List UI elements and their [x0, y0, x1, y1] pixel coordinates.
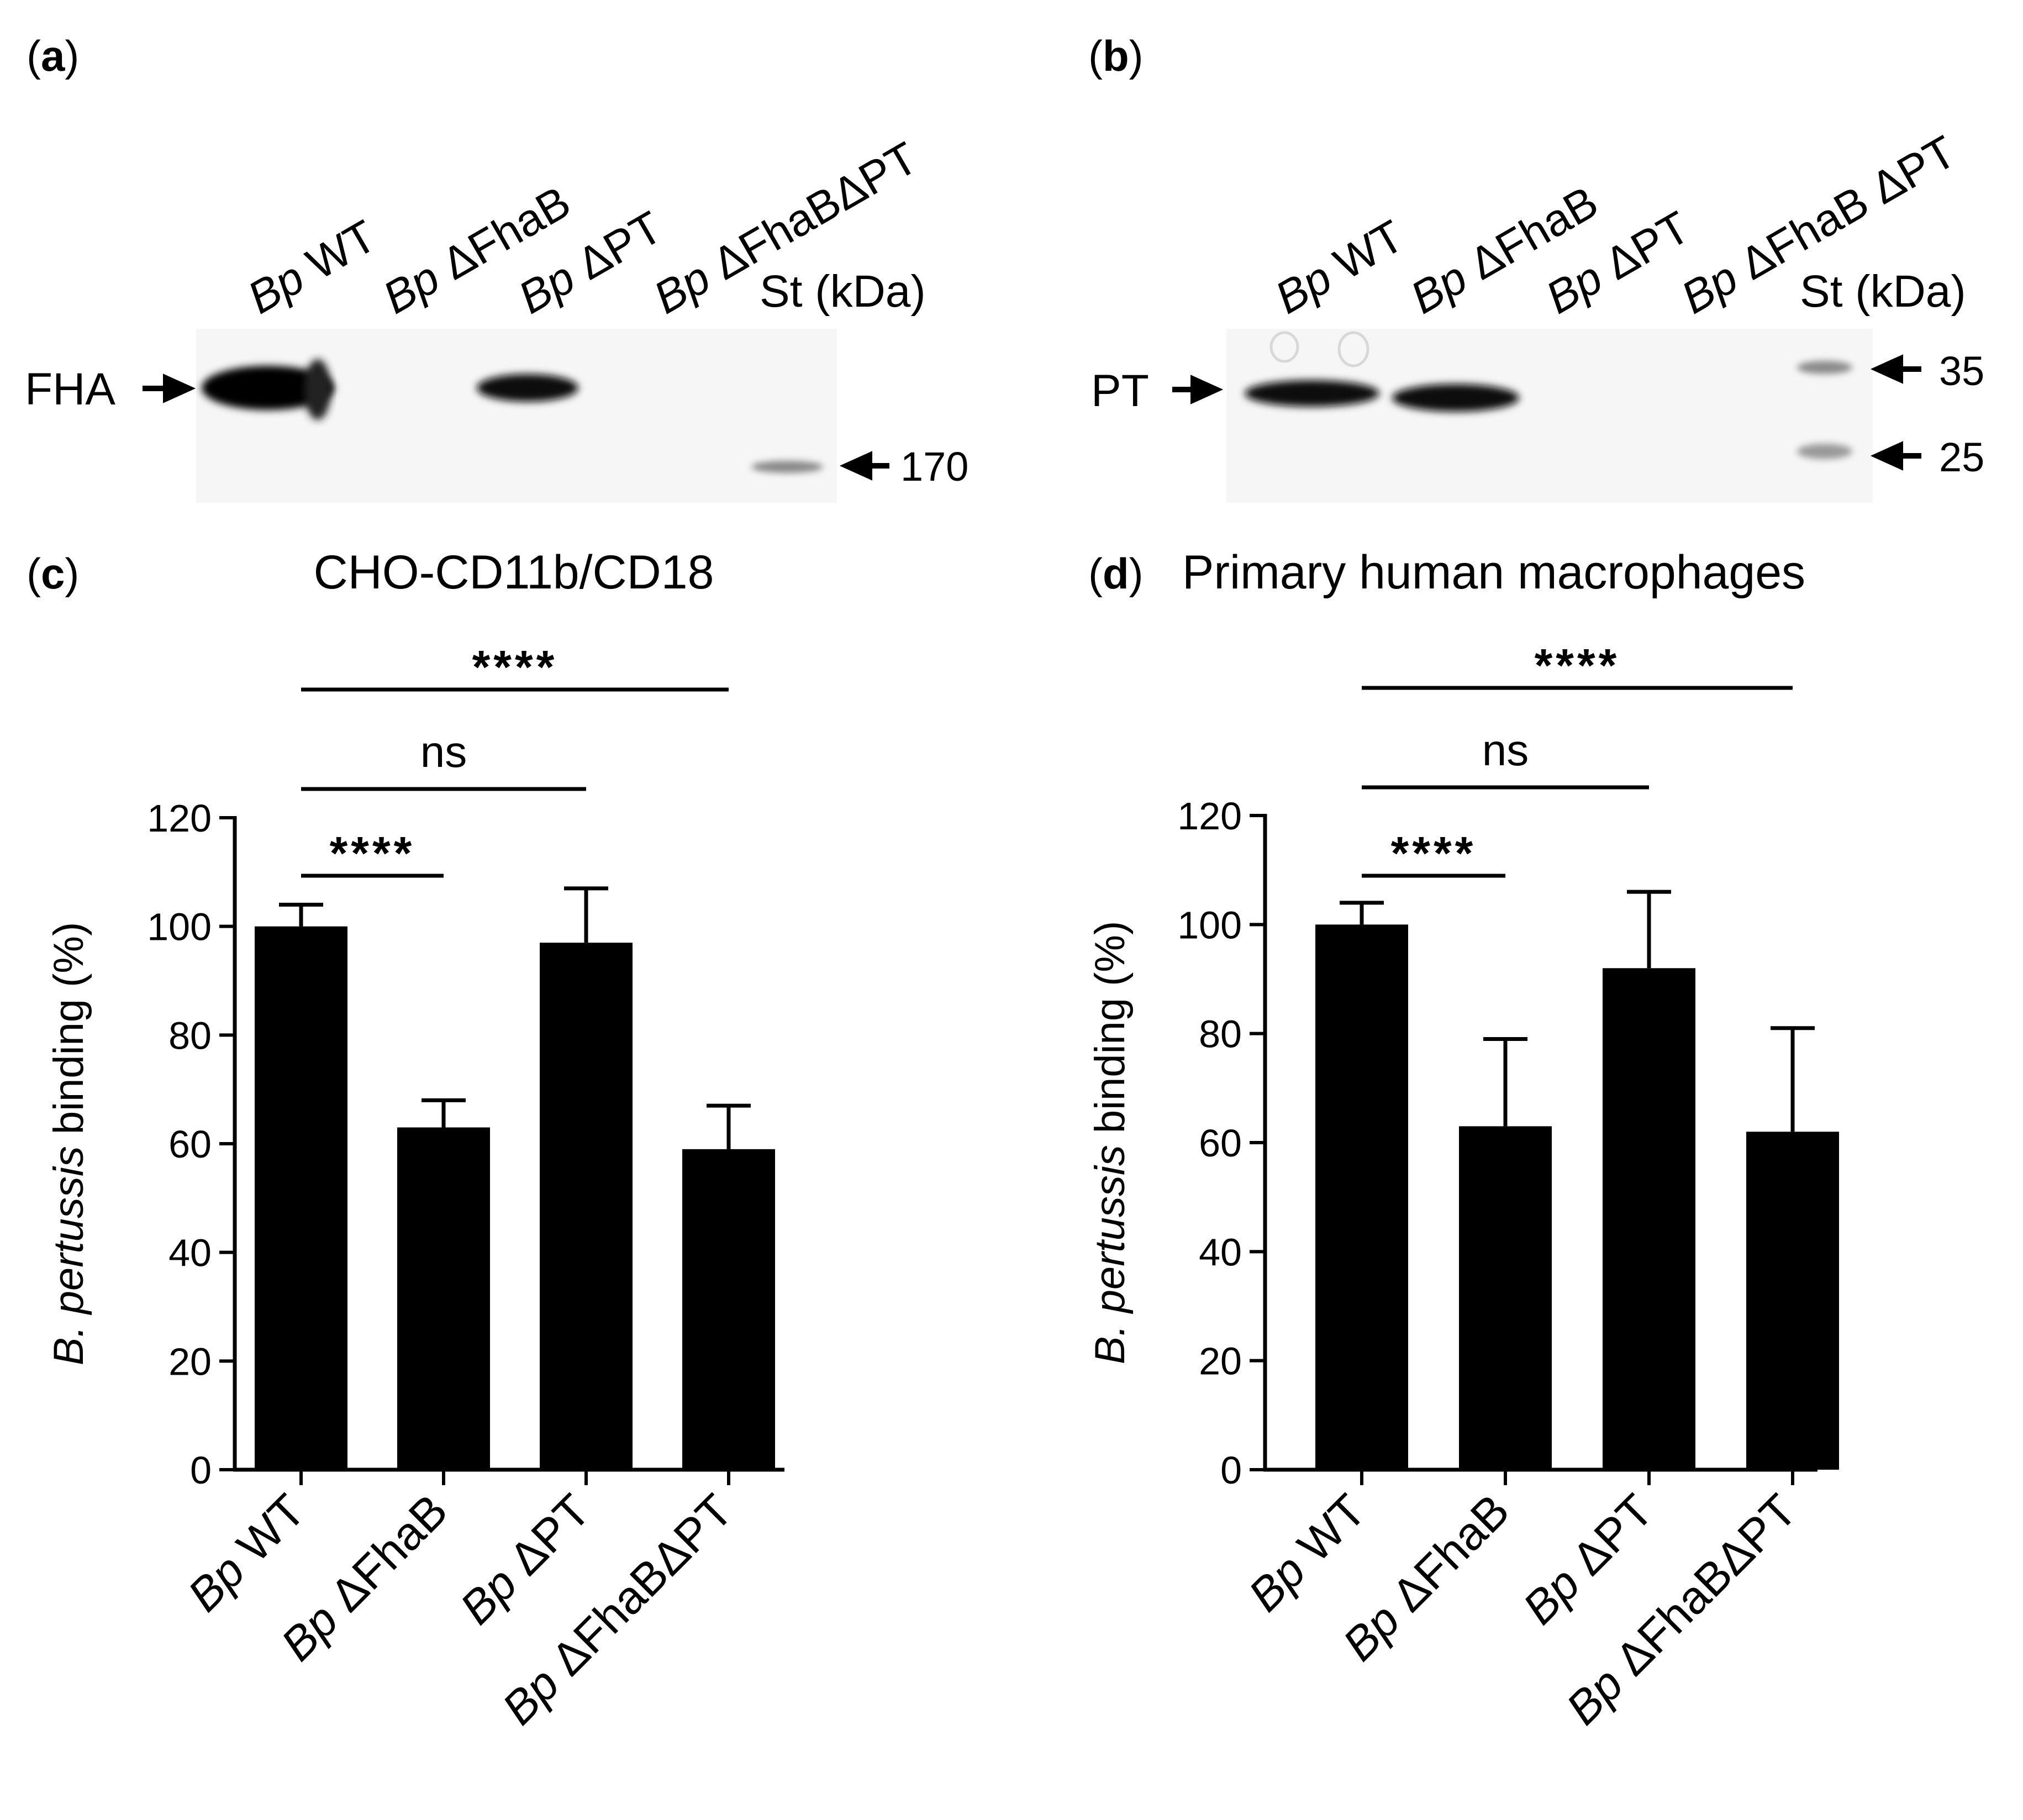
blot-b-protein-label: PT — [1091, 366, 1149, 416]
chart-c-y-tick-label: 20 — [168, 1340, 212, 1383]
blot-a-band-lane-1-smear — [304, 359, 331, 420]
chart-c-x-tick-label-1: Bp WT — [178, 1484, 315, 1621]
chart-c: 0 20 40 60 80 100 120 B. pertussis binding (%) B… — [45, 641, 784, 1734]
chart-c-title: CHO-CD11b/CD18 — [314, 546, 714, 599]
chart-c-bar-3 — [540, 943, 633, 1470]
blot-b-lane-1-label: Bp WT — [1267, 211, 1413, 323]
panel-a: (a) Bp WT Bp ΔFhaB Bp ΔPT Bp ΔFhaBΔPT St… — [25, 31, 968, 503]
panel-a-label: (a) — [27, 31, 79, 80]
panel-c: (c) CHO-CD11b/CD18 0 20 40 60 80 100 120 B. per… — [27, 546, 784, 1734]
blot-a-band-lane-1 — [202, 366, 334, 410]
pt-arrow-icon — [1172, 375, 1224, 404]
chart-d-y-tick-label: 100 — [1177, 903, 1242, 946]
chart-c-y-tick-label: 80 — [168, 1014, 212, 1057]
chart-d-title: Primary human macrophages — [1182, 546, 1805, 599]
chart-d-x-tick-label-1: Bp WT — [1239, 1484, 1376, 1621]
blot-b-artifact-2 — [1337, 331, 1369, 367]
blot-b-band-lane-2 — [1392, 384, 1519, 412]
blot-b-standard-label: St (kDa) — [1800, 266, 1966, 317]
chart-d-bar-1 — [1315, 924, 1408, 1470]
chart-c-significance-label-1: **** — [330, 827, 415, 879]
chart-d-x-tick-label-3: Bp ΔPT — [1513, 1484, 1663, 1634]
chart-d-significance-label-2: ns — [1482, 725, 1529, 775]
chart-c-bar-1 — [255, 926, 347, 1470]
blot-b-band-lane-1 — [1245, 380, 1379, 407]
blot-b-artifact-1 — [1269, 331, 1299, 363]
chart-c-bar-2 — [397, 1127, 490, 1470]
chart-d-y-axis-title: B. pertussis binding (%) — [1087, 921, 1134, 1365]
chart-d-y-tick-label: 0 — [1220, 1449, 1242, 1492]
panel-d: (d) Primary human macrophages 0 20 40 60 80 1… — [1087, 546, 1839, 1734]
chart-c-x-tick-label-3: Bp ΔPT — [450, 1484, 600, 1634]
blot-a-protein-label: FHA — [25, 364, 115, 414]
panel-c-label: (c) — [27, 549, 79, 598]
marker-170-arrow-icon — [839, 451, 889, 481]
fha-arrow-icon — [143, 374, 196, 403]
marker-35-label: 35 — [1939, 348, 1984, 394]
chart-d-y-tick-label: 20 — [1199, 1340, 1242, 1383]
blot-a-band-lane-3 — [477, 374, 578, 402]
chart-d-y-tick-label: 60 — [1199, 1122, 1242, 1165]
chart-d-y-tick-label: 40 — [1199, 1230, 1242, 1274]
chart-d-bar-2 — [1459, 1126, 1552, 1470]
chart-c-y-tick-label: 40 — [168, 1232, 212, 1275]
blot-b-membrane — [1226, 329, 1873, 503]
chart-c-y-tick-label: 120 — [147, 797, 212, 840]
chart-c-y-tick-label: 100 — [147, 906, 212, 949]
chart-c-y-tick-label: 60 — [168, 1123, 212, 1166]
blot-b-std-band-25 — [1797, 444, 1852, 459]
blot-a-standard-label: St (kDa) — [760, 266, 926, 317]
marker-25-label: 25 — [1939, 434, 1984, 480]
chart-c-y-axis-title: B. pertussis binding (%) — [45, 922, 92, 1366]
panel-b: (b) Bp WT Bp ΔFhaB Bp ΔPT Bp ΔFhaB ΔPT S… — [1088, 31, 1984, 503]
marker-170-label: 170 — [900, 444, 968, 490]
chart-d-y-tick-label: 120 — [1177, 795, 1242, 838]
chart-d: 0 20 40 60 80 100 120 B. pertussis binding (%) B… — [1087, 639, 1839, 1734]
chart-d-bar-4 — [1746, 1132, 1839, 1470]
marker-35-arrow-icon — [1870, 354, 1921, 384]
marker-25-arrow-icon — [1870, 441, 1921, 471]
chart-c-bar-4 — [682, 1149, 775, 1470]
chart-d-significance-label-3: **** — [1535, 639, 1620, 691]
blot-a-membrane — [196, 329, 837, 503]
chart-d-bar-3 — [1603, 968, 1695, 1470]
panel-b-label: (b) — [1088, 31, 1144, 80]
chart-d-y-tick-label: 80 — [1199, 1013, 1242, 1056]
chart-c-significance-label-3: **** — [472, 641, 558, 693]
blot-a-std-band-170 — [751, 461, 823, 473]
chart-c-y-tick-label: 0 — [190, 1449, 212, 1492]
panel-d-label: (d) — [1088, 549, 1144, 598]
chart-c-significance-label-2: ns — [420, 727, 467, 776]
blot-a-lane-1-label: Bp WT — [240, 211, 385, 323]
chart-d-significance-label-1: **** — [1391, 827, 1477, 879]
blot-b-std-band-35 — [1797, 361, 1852, 374]
